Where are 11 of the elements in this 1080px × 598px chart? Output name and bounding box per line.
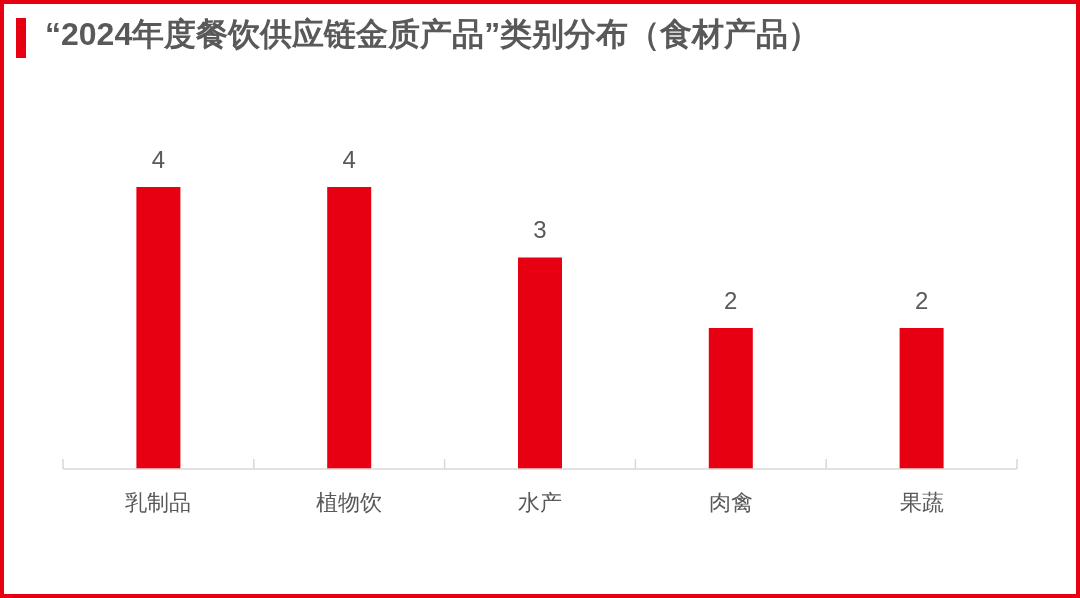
data-label: 4 (151, 145, 166, 173)
category-label: 乳制品 (125, 489, 192, 515)
category-label: 肉禽 (708, 489, 753, 515)
data-label: 2 (914, 286, 929, 314)
title: “2024年度餐饮供应链金质产品”类别分布（食材产品） (45, 16, 821, 52)
data-label: 4 (342, 145, 356, 173)
category-label: 果蔬 (899, 489, 944, 515)
data-label: 2 (724, 286, 738, 314)
category-label: 水产 (518, 489, 562, 515)
data-label: 3 (533, 216, 547, 243)
category-label: 植物饮 (316, 489, 383, 515)
